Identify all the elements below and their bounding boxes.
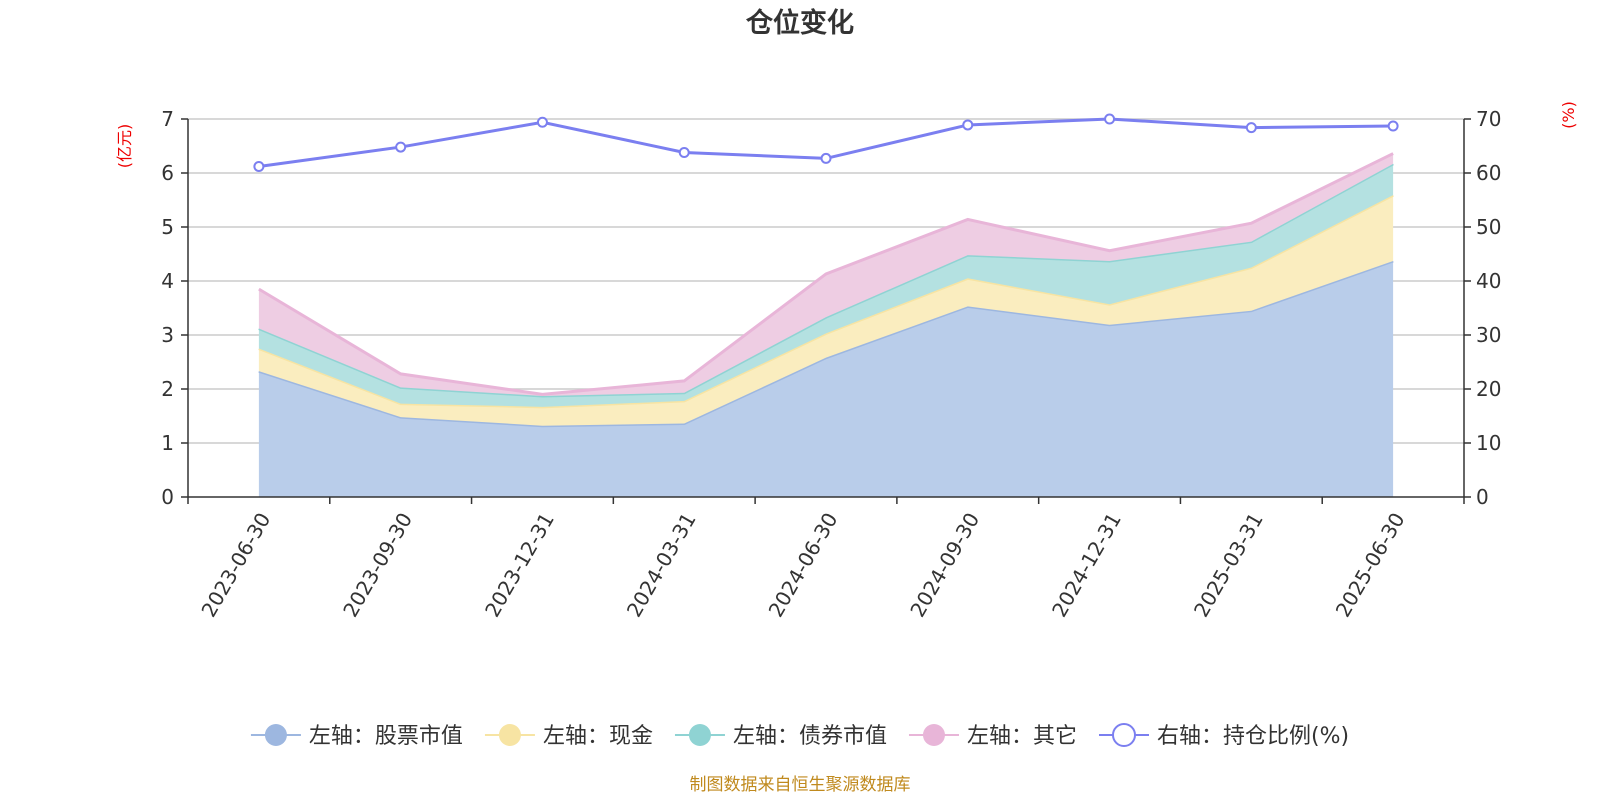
legend-label: 左轴：现金	[543, 724, 653, 749]
x-tick-label: 2025-03-31	[1189, 509, 1268, 622]
chart-title: 仓位变化	[745, 7, 854, 39]
left-tick-label: 7	[161, 107, 174, 131]
x-tick-label: 2023-06-30	[196, 509, 275, 622]
legend-item: 左轴：现金	[484, 724, 653, 749]
x-tick-label: 2024-09-30	[905, 509, 984, 622]
left-tick-label: 4	[161, 269, 174, 293]
holding-ratio-line	[253, 113, 1399, 173]
right-tick-label: 10	[1476, 431, 1501, 455]
ratio-point	[536, 116, 548, 128]
legend-item: 左轴：股票市值	[250, 724, 463, 749]
legend-label: 左轴：股票市值	[309, 724, 463, 749]
legend-marker	[1111, 723, 1136, 747]
ratio-point	[1387, 120, 1399, 132]
legend-marker	[922, 724, 945, 746]
legend-label: 左轴：债券市值	[733, 724, 887, 749]
legend-item: 左轴：债券市值	[674, 724, 887, 749]
legend-marker	[498, 724, 521, 746]
left-tick-label: 0	[161, 485, 174, 509]
right-axis-unit: (%)	[1559, 101, 1578, 129]
x-tick-label: 2025-06-30	[1331, 509, 1410, 622]
ratio-point	[253, 161, 265, 173]
right-tick-label: 40	[1476, 269, 1501, 293]
right-tick-label: 0	[1476, 485, 1489, 509]
x-tick-label: 2024-06-30	[764, 509, 843, 622]
left-tick-label: 3	[161, 323, 174, 347]
area-左轴：股票市值	[258, 261, 1394, 497]
left-tick-label: 6	[161, 161, 174, 185]
left-axis-unit: (亿元)	[115, 124, 134, 169]
legend: 左轴：股票市值 左轴：现金 左轴：债券市值 左轴：其它 右轴：持仓比例(%)	[250, 723, 1349, 749]
x-tick-label: 2024-03-31	[622, 509, 701, 622]
right-tick-label: 50	[1476, 215, 1501, 239]
right-tick-label: 60	[1476, 161, 1501, 185]
legend-label: 左轴：其它	[967, 724, 1077, 749]
area-左轴：债券市值	[258, 163, 1394, 407]
legend-item: 左轴：其它	[908, 724, 1077, 749]
ratio-point	[1245, 122, 1257, 134]
left-tick-label: 2	[161, 377, 174, 401]
ratio-point	[395, 141, 407, 153]
legend-marker	[688, 724, 711, 746]
x-tick-label: 2023-12-31	[480, 509, 559, 622]
legend-marker	[264, 724, 287, 746]
stacked-areas	[258, 152, 1394, 497]
area-edge-左轴：其它	[258, 152, 1394, 396]
x-tick-label: 2023-09-30	[338, 508, 417, 621]
area-左轴：现金	[258, 195, 1394, 426]
ratio-point	[820, 152, 832, 164]
data-source-note: 制图数据来自恒生聚源数据库	[690, 775, 911, 795]
axes	[181, 118, 1471, 504]
left-tick-label: 5	[161, 215, 174, 239]
ratio-point	[962, 119, 974, 131]
ratio-point	[1104, 113, 1116, 125]
left-tick-label: 1	[161, 431, 174, 455]
legend-item: 右轴：持仓比例(%)	[1098, 723, 1349, 749]
x-tick-label: 2024-12-31	[1047, 509, 1126, 622]
right-tick-label: 30	[1476, 323, 1501, 347]
right-tick-label: 70	[1476, 107, 1501, 131]
ratio-point	[678, 146, 690, 158]
right-tick-label: 20	[1476, 377, 1501, 401]
legend-label: 右轴：持仓比例(%)	[1157, 724, 1349, 749]
